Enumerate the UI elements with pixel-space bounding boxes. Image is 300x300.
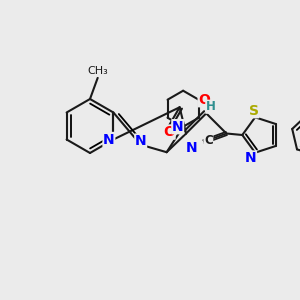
Text: O: O bbox=[163, 125, 175, 139]
Text: O: O bbox=[198, 93, 210, 107]
Text: N: N bbox=[135, 134, 146, 148]
Text: N: N bbox=[103, 133, 115, 146]
Text: CH₃: CH₃ bbox=[87, 66, 108, 76]
Text: N: N bbox=[245, 151, 256, 165]
Text: H: H bbox=[206, 100, 216, 113]
Text: N: N bbox=[172, 120, 184, 134]
Text: N: N bbox=[186, 141, 197, 155]
Text: S: S bbox=[249, 104, 259, 118]
Text: C: C bbox=[204, 134, 213, 147]
